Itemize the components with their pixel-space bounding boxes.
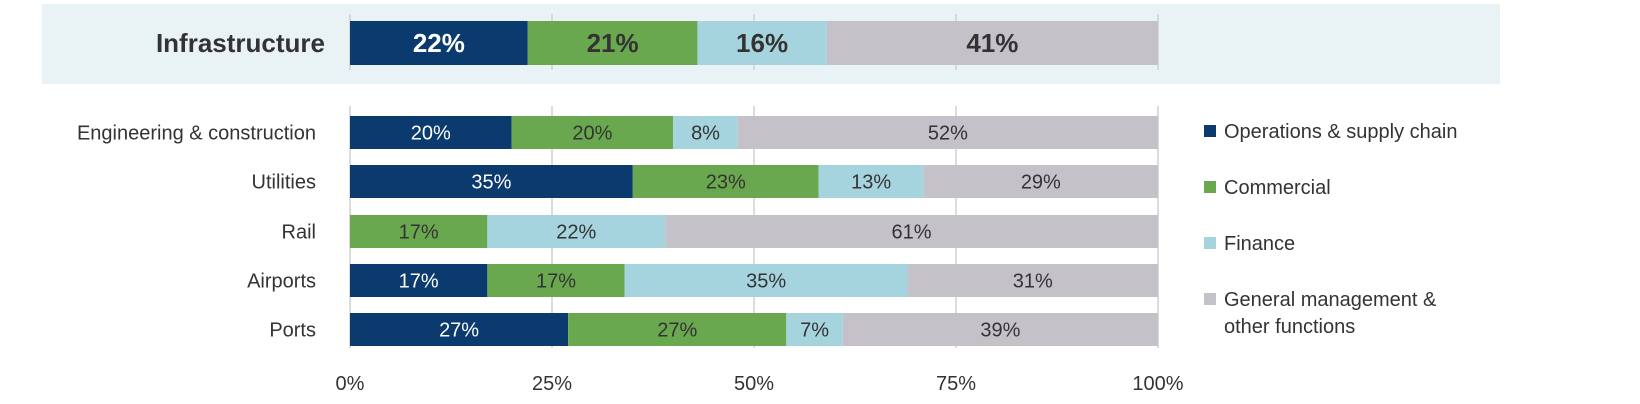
data-label: 39% — [980, 320, 1020, 342]
category-label: Engineering & construction — [77, 123, 316, 145]
bar-segment — [350, 165, 633, 198]
bar-segment — [826, 21, 1158, 65]
bar-segment — [487, 264, 625, 297]
bar-segment — [673, 116, 738, 149]
tick-label: 25% — [532, 373, 572, 395]
bar-segment — [737, 116, 1158, 149]
tick-label: 50% — [734, 373, 774, 395]
legend: Operations & supply chain Commercial Finan… — [1204, 121, 1457, 338]
legend-label: Finance — [1224, 233, 1295, 255]
data-label: 7% — [800, 320, 829, 342]
bar-segment — [511, 116, 674, 149]
legend-swatch — [1204, 181, 1216, 193]
tick-label: 100% — [1132, 373, 1183, 395]
legend-label: Commercial — [1224, 177, 1331, 199]
legend-swatch — [1204, 293, 1216, 305]
bar-segment — [527, 21, 698, 65]
data-label: 13% — [851, 172, 891, 194]
data-label: 35% — [471, 172, 511, 194]
data-label: 27% — [657, 320, 697, 342]
tick-label: 75% — [936, 373, 976, 395]
data-label: 20% — [411, 123, 451, 145]
data-label: 23% — [706, 172, 746, 194]
bar-segment — [350, 313, 569, 346]
legend-swatch — [1204, 237, 1216, 249]
category-label: Infrastructure — [156, 28, 325, 58]
bar-segment — [350, 215, 488, 248]
data-label: 22% — [413, 28, 465, 58]
data-label: 27% — [439, 320, 479, 342]
data-label: 17% — [536, 271, 576, 293]
category-label: Ports — [269, 320, 316, 342]
bar-segment — [842, 313, 1158, 346]
data-label: 17% — [399, 271, 439, 293]
tick-label: 0% — [336, 373, 365, 395]
data-label: 52% — [928, 123, 968, 145]
category-label: Airports — [247, 271, 316, 293]
data-label: 16% — [736, 28, 788, 58]
data-label: 41% — [966, 28, 1018, 58]
data-label: 17% — [399, 222, 439, 244]
data-label: 29% — [1021, 172, 1061, 194]
bar-segment — [697, 21, 827, 65]
data-label: 21% — [587, 28, 639, 58]
labels: 22% 21% 16% 41% Infrastructure 20% 20% 8% 52% Eng… — [77, 28, 1061, 342]
bar-segment — [818, 165, 924, 198]
bar-segment — [350, 116, 512, 149]
data-label: 8% — [691, 123, 720, 145]
data-label: 22% — [556, 222, 596, 244]
bar-segment — [568, 313, 787, 346]
category-label: Rail — [282, 222, 316, 244]
bar-segment — [350, 264, 488, 297]
bar-segment — [786, 313, 843, 346]
bar-segment — [665, 215, 1158, 248]
bar-segment — [632, 165, 819, 198]
data-label: 35% — [746, 271, 786, 293]
bar-segment — [923, 165, 1158, 198]
bar-segment — [350, 21, 528, 65]
bar-segment — [907, 264, 1158, 297]
bars — [350, 21, 1158, 346]
data-label: 20% — [572, 123, 612, 145]
bar-segment — [624, 264, 908, 297]
data-label: 61% — [892, 222, 932, 244]
x-axis-ticks: 0% 25% 50% 75% 100% — [336, 373, 1184, 395]
legend-label: Operations & supply chain — [1224, 121, 1457, 143]
bar-segment — [487, 215, 666, 248]
category-label: Utilities — [252, 172, 316, 194]
data-label: 31% — [1013, 271, 1053, 293]
legend-label: General management & other functions — [1224, 289, 1437, 338]
legend-swatch — [1204, 125, 1216, 137]
